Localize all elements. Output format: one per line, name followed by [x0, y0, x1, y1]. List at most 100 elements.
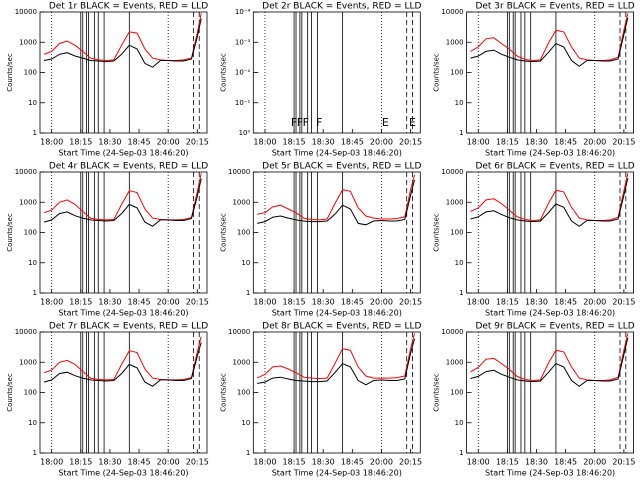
x-tick-label: 18:30 — [312, 138, 335, 147]
y-tick-label: 100 — [24, 389, 37, 397]
plot-frame — [252, 171, 421, 294]
x-axis-label: Start Time (24-Sep-03 18:46:20) — [272, 149, 402, 158]
x-tick-label: 18:30 — [312, 458, 335, 467]
y-tick-label: 10⁻¹ — [235, 99, 251, 107]
y-tick-label: 1 — [33, 289, 37, 297]
plot-frame — [252, 11, 421, 134]
x-tick-label: 18:15 — [496, 458, 519, 467]
x-tick-label: 18:15 — [283, 138, 306, 147]
y-axis-label: Counts/sec — [6, 213, 14, 252]
y-tick-label: 10 — [455, 419, 464, 427]
y-tick-label: 10 — [455, 259, 464, 267]
chart-title: Det 8r BLACK = Events, RED = LLD — [262, 322, 421, 332]
series-line — [43, 18, 202, 68]
series-line — [43, 336, 202, 381]
x-tick-label: 20:15 — [399, 458, 422, 467]
annotation: E — [409, 116, 416, 129]
annotation: E — [382, 116, 389, 129]
y-tick-label: 10000 — [15, 328, 37, 336]
plot-frame — [466, 171, 635, 294]
x-axis-label: Start Time (24-Sep-03 18:46:20) — [58, 309, 188, 318]
x-tick-label: 20:00 — [370, 138, 393, 147]
x-tick-label: 18:45 — [341, 458, 364, 467]
y-tick-label: 10000 — [441, 168, 463, 176]
x-tick-label: 18:45 — [554, 458, 577, 467]
x-tick-label: 20:15 — [186, 138, 209, 147]
x-tick-label: 20:00 — [157, 298, 180, 307]
x-tick-label: 18:30 — [312, 298, 335, 307]
x-tick-label: 18:45 — [128, 138, 151, 147]
x-tick-label: 20:15 — [186, 458, 209, 467]
x-tick-label: 18:15 — [69, 138, 92, 147]
x-tick-label: 20:15 — [612, 458, 635, 467]
y-tick-label: 1000 — [19, 198, 37, 206]
x-tick-label: 20:00 — [370, 298, 393, 307]
x-tick-label: 20:00 — [157, 458, 180, 467]
y-tick-label: 10 — [28, 99, 37, 107]
x-tick-label: 18:45 — [341, 138, 364, 147]
series-line — [470, 13, 629, 62]
series-line — [256, 333, 415, 380]
series-line — [257, 338, 415, 386]
y-tick-label: 100 — [24, 69, 37, 77]
y-tick-label: 10 — [241, 259, 250, 267]
y-tick-label: 100 — [237, 389, 250, 397]
y-tick-label: 1000 — [446, 358, 464, 366]
x-tick-label: 18:30 — [525, 138, 548, 147]
x-tick-label: 18:00 — [253, 298, 276, 307]
y-tick-label: 10⁻² — [235, 69, 251, 77]
y-axis-label: Counts/sec — [219, 53, 227, 92]
series-line — [470, 177, 629, 227]
chart-title: Det 1r BLACK = Events, RED = LLD — [49, 2, 208, 12]
x-tick-label: 18:15 — [69, 458, 92, 467]
x-axis-label: Start Time (24-Sep-03 18:46:20) — [485, 149, 615, 158]
y-tick-label: 10000 — [228, 168, 250, 176]
y-tick-label: 10⁰ — [239, 129, 251, 137]
x-tick-label: 18:00 — [40, 458, 63, 467]
x-tick-label: 20:15 — [612, 138, 635, 147]
chart-title: Det 3r BLACK = Events, RED = LLD — [475, 2, 634, 12]
x-tick-label: 18:15 — [283, 458, 306, 467]
y-tick-label: 1000 — [446, 38, 464, 46]
chart-title: Det 2r BLACK = Events, RED = LLD — [262, 2, 421, 12]
x-tick-label: 18:00 — [253, 458, 276, 467]
x-tick-label: 20:00 — [583, 298, 606, 307]
x-tick-label: 18:45 — [554, 298, 577, 307]
series-line — [470, 333, 629, 382]
annotation: F — [316, 116, 322, 129]
x-tick-label: 18:30 — [98, 298, 121, 307]
y-tick-label: 1 — [246, 289, 250, 297]
x-tick-label: 20:00 — [370, 458, 393, 467]
y-tick-label: 10⁻⁴ — [235, 8, 251, 16]
x-tick-label: 18:15 — [496, 298, 519, 307]
x-tick-label: 18:00 — [467, 138, 490, 147]
y-tick-label: 1 — [33, 129, 37, 137]
y-tick-label: 100 — [237, 229, 250, 237]
y-axis-label: Counts/sec — [219, 213, 227, 252]
x-tick-label: 18:30 — [98, 138, 121, 147]
x-axis-label: Start Time (24-Sep-03 18:46:20) — [58, 149, 188, 158]
y-tick-label: 10⁻³ — [235, 38, 251, 46]
y-tick-label: 1 — [246, 449, 250, 457]
x-tick-label: 20:00 — [583, 458, 606, 467]
chart-title: Det 6r BLACK = Events, RED = LLD — [475, 162, 634, 172]
y-tick-label: 1000 — [446, 198, 464, 206]
series-line — [43, 342, 202, 387]
chart-title: Det 9r BLACK = Events, RED = LLD — [475, 322, 634, 332]
y-tick-label: 10000 — [441, 328, 463, 336]
x-axis-label: Start Time (24-Sep-03 18:46:20) — [272, 469, 402, 478]
x-tick-label: 18:00 — [40, 298, 63, 307]
y-tick-label: 10 — [241, 419, 250, 427]
series-line — [43, 173, 202, 221]
y-tick-label: 1000 — [19, 358, 37, 366]
y-tick-label: 10000 — [15, 168, 37, 176]
series-line — [470, 337, 629, 387]
annotation: F — [297, 116, 303, 129]
x-tick-label: 18:15 — [496, 138, 519, 147]
plot-frame — [466, 331, 635, 454]
x-tick-label: 18:00 — [253, 138, 276, 147]
y-tick-label: 100 — [450, 69, 463, 77]
y-tick-label: 10000 — [441, 8, 463, 16]
x-axis-label: Start Time (24-Sep-03 18:46:20) — [272, 309, 402, 318]
